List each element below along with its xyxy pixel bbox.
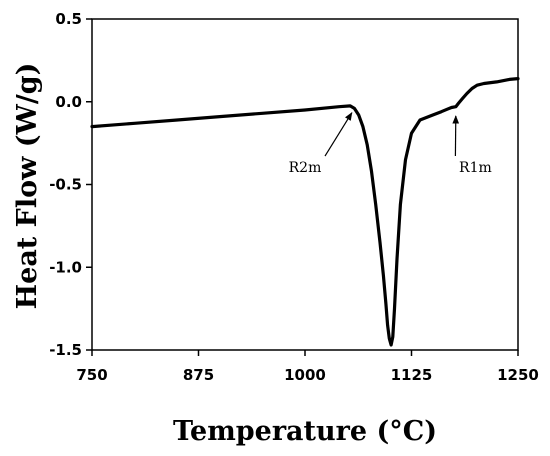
y-tick-label: -1.0 bbox=[49, 258, 82, 276]
annotations-group: R2m R1m bbox=[289, 112, 492, 176]
annotation-label: R1m bbox=[459, 160, 492, 176]
y-tick-label: 0.5 bbox=[55, 10, 82, 28]
annotation-arrow bbox=[324, 112, 353, 157]
dsc-curve bbox=[90, 77, 520, 347]
axes-group bbox=[91, 18, 519, 351]
plot-frame bbox=[91, 18, 519, 351]
y-tick-label: 0.0 bbox=[55, 93, 82, 111]
x-tick-label: 875 bbox=[183, 366, 214, 384]
series-group bbox=[90, 77, 520, 347]
y-tick-label: -1.5 bbox=[49, 341, 82, 359]
x-tick-label: 1000 bbox=[284, 366, 326, 384]
x-axis-title: Temperature (°C) bbox=[173, 416, 437, 447]
y-tick-label: -0.5 bbox=[49, 176, 82, 194]
x-tick-label: 1125 bbox=[391, 366, 433, 384]
x-tick-label: 750 bbox=[76, 366, 107, 384]
annotation-label: R2m bbox=[289, 160, 322, 176]
x-tick-label: 1250 bbox=[497, 366, 539, 384]
ticks-group: 750 875 1000 1125 1250 0.5 0.0 -0.5 -1.0 -1.5 bbox=[49, 10, 539, 384]
y-axis-title: Heat Flow (W/g) bbox=[12, 63, 43, 310]
